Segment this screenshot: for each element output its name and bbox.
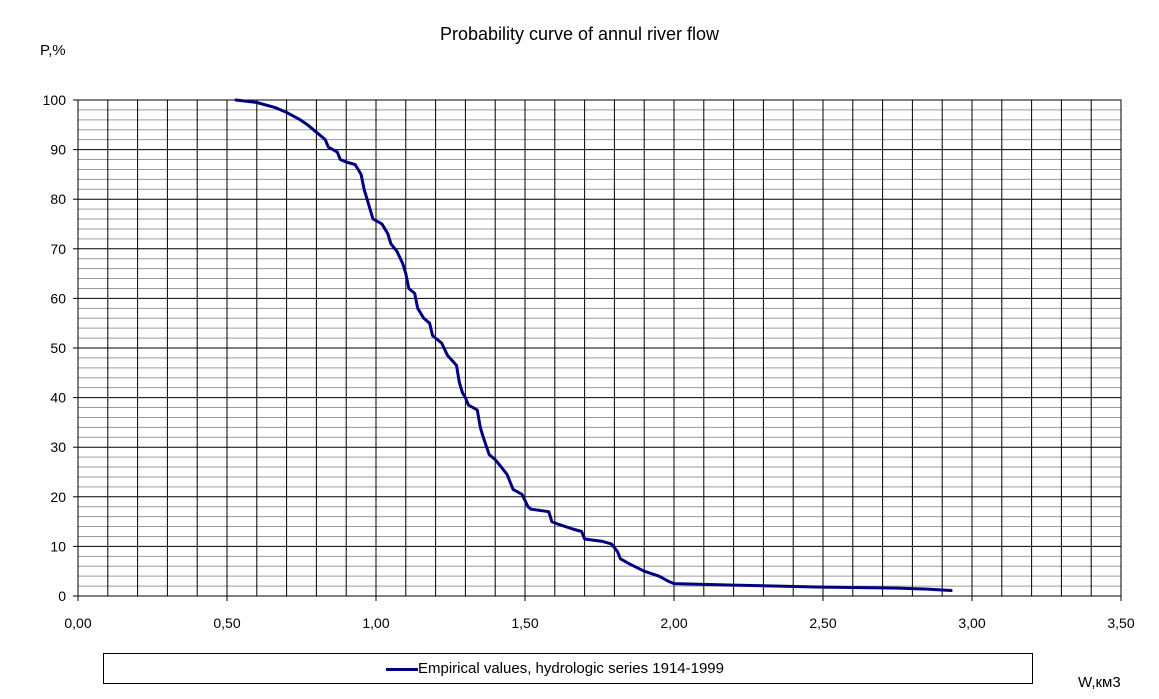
y-axis-label: P,%: [40, 42, 66, 59]
y-tick-label: 70: [50, 241, 66, 257]
y-tick-label: 30: [50, 439, 66, 455]
minor-gridlines: [78, 109, 1121, 587]
y-tick-label: 100: [43, 92, 67, 108]
legend: Empirical values, hydrologic series 1914…: [103, 653, 1033, 684]
x-tick-label: 0,50: [213, 615, 240, 631]
x-tick-label: 2,00: [660, 615, 687, 631]
legend-series-swatch: [386, 668, 418, 671]
x-axis-tick-labels: 0,00 0,50 1,00 1,50 2,00 2,50 3,00 3,50: [64, 615, 1134, 631]
x-tick-label: 0,00: [64, 615, 91, 631]
x-tick-label: 1,50: [511, 615, 538, 631]
y-tick-label: 20: [50, 489, 66, 505]
y-tick-label: 0: [58, 588, 66, 604]
x-tick-label: 2,50: [809, 615, 836, 631]
y-axis-tick-labels: 0 10 20 30 40 50 60 70 80 90 100: [43, 92, 67, 604]
series: [234, 98, 953, 592]
y-tick-label: 50: [50, 340, 66, 356]
x-tick-label: 3,50: [1107, 615, 1134, 631]
major-gridlines: [77, 99, 1122, 597]
axis-tick-marks: [73, 99, 1122, 601]
x-tick-label: 1,00: [362, 615, 389, 631]
x-axis-label: W,км3: [1078, 674, 1121, 691]
legend-series-label: Empirical values, hydrologic series 1914…: [418, 660, 724, 677]
y-tick-label: 40: [50, 390, 66, 406]
y-tick-label: 80: [50, 191, 66, 207]
y-tick-label: 10: [50, 538, 66, 554]
x-tick-label: 3,00: [958, 615, 985, 631]
y-tick-label: 90: [50, 142, 66, 158]
y-tick-label: 60: [50, 290, 66, 306]
chart-title: Probability curve of annul river flow: [439, 24, 720, 44]
series-line: [234, 98, 953, 592]
